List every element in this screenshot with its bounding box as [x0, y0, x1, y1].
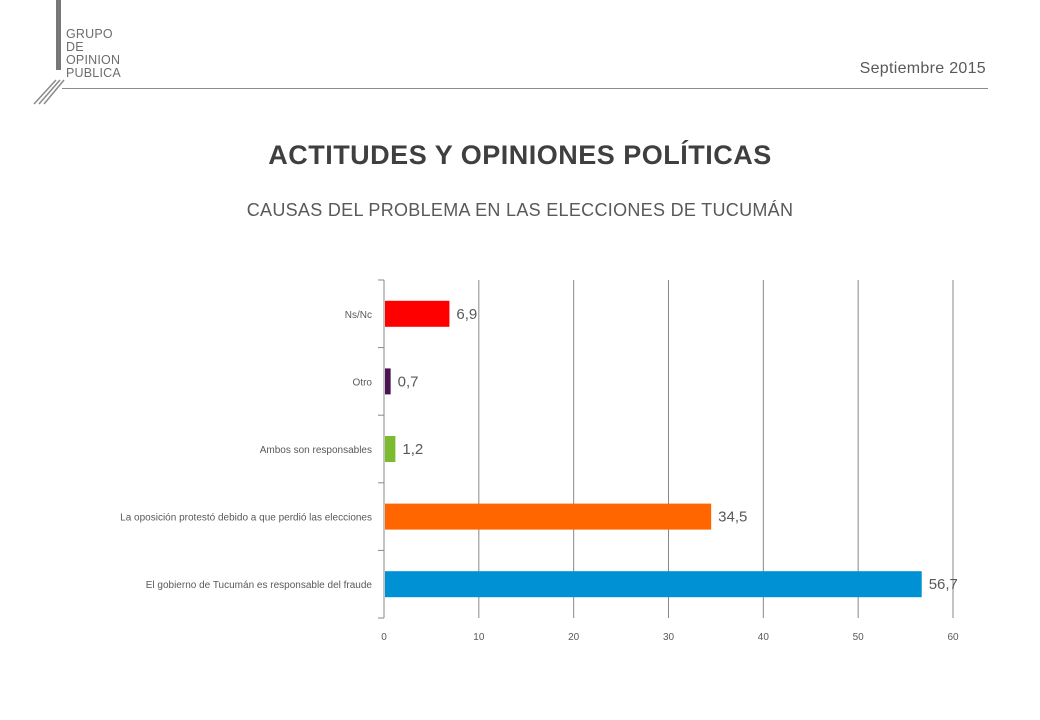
bar [385, 503, 712, 530]
bar [385, 571, 922, 598]
data-label: 0,7 [398, 373, 419, 390]
logo: GRUPO DE OPINION PUBLICA [30, 0, 150, 110]
category-label: Ns/Nc [345, 310, 372, 321]
category-label: Otro [353, 377, 373, 388]
header-divider [62, 88, 988, 89]
chart-subtitle: CAUSAS DEL PROBLEMA EN LAS ELECCIONES DE… [246, 200, 794, 220]
logo-line: GRUPO [66, 27, 113, 41]
data-label: 6,9 [456, 306, 477, 323]
logo-line: OPINION [66, 53, 121, 67]
x-tick-label: 10 [473, 632, 485, 643]
bar [385, 436, 396, 462]
data-label: 34,5 [718, 509, 747, 526]
x-tick-label: 60 [947, 632, 959, 643]
data-label: 1,2 [402, 441, 423, 458]
logo-text: GRUPO DE OPINION PUBLICA [66, 28, 146, 80]
x-tick-label: 50 [853, 632, 865, 643]
logo-line: DE [66, 40, 84, 54]
category-label: Ambos son responsables [260, 445, 372, 456]
page-title: ACTITUDES Y OPINIONES POLÍTICAS [268, 140, 772, 170]
bar [385, 300, 450, 327]
category-label: La oposición protestó debido a que perdi… [120, 513, 372, 524]
x-tick-label: 40 [758, 632, 770, 643]
logo-line: PUBLICA [66, 66, 121, 80]
date-label: Septiembre 2015 [859, 60, 986, 77]
x-tick-label: 30 [663, 632, 675, 643]
logo-mark-icon [33, 0, 65, 105]
x-tick-label: 0 [381, 632, 387, 643]
x-tick-label: 20 [568, 632, 580, 643]
category-label: El gobierno de Tucumán es responsable de… [146, 580, 373, 591]
data-label: 56,7 [929, 576, 958, 593]
bar [385, 368, 391, 395]
